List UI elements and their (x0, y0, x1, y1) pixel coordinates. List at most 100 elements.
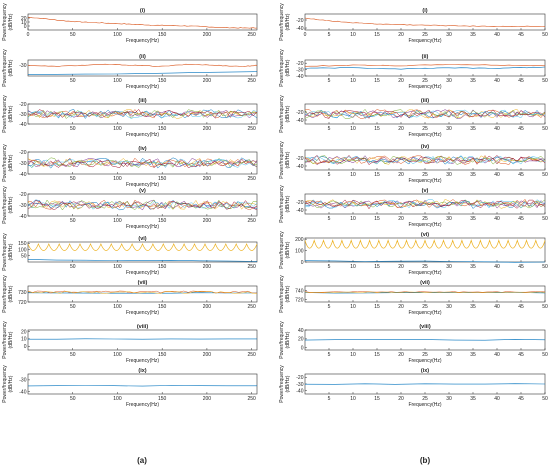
x-axis-label: Frequency(Hz) (126, 132, 159, 138)
x-tick-label: 35 (470, 304, 476, 310)
series-line (304, 108, 546, 119)
x-tick-label: 35 (470, 172, 476, 178)
x-tick-label: 250 (247, 32, 256, 38)
chart-title: (ix) (421, 368, 429, 374)
x-tick-label: 150 (158, 396, 167, 402)
y-axis-label: Power/frequency (279, 49, 285, 87)
x-tick-label: 20 (398, 78, 404, 84)
x-tick-label: 35 (470, 78, 476, 84)
series-line (27, 16, 258, 29)
y-axis-label: (dB/Hz) (285, 375, 291, 392)
subfigure-label-b: (b) (420, 456, 431, 465)
series-line (304, 155, 546, 166)
chart-panel: (iv) -20 -40 5 10 15 20 25 30 35 40 45 50 Frequency(H… (279, 141, 548, 184)
x-tick-label: 30 (446, 352, 452, 358)
x-tick-label: 5 (328, 216, 331, 222)
x-tick-label: 25 (422, 304, 428, 310)
series-line (27, 385, 257, 387)
series-line (304, 260, 546, 263)
y-tick-label: -20 (296, 375, 303, 381)
chart-title: (i) (422, 8, 427, 14)
y-tick-label: -40 (296, 118, 303, 124)
x-tick-label: 35 (470, 352, 476, 358)
series-line (27, 200, 258, 211)
series-line (304, 383, 546, 385)
x-tick-label: 30 (446, 396, 452, 402)
series-line (27, 291, 258, 294)
x-tick-label: 10 (350, 304, 356, 310)
y-axis-label: Power/frequency (279, 95, 285, 133)
x-tick-label: 150 (158, 32, 167, 38)
y-tick-label: -40 (19, 172, 26, 178)
y-axis-label: Power/frequency (279, 275, 285, 313)
x-tick-label: 5 (328, 172, 331, 178)
series-line (304, 155, 546, 165)
x-tick-label: 35 (470, 264, 476, 270)
x-tick-label: 15 (374, 32, 380, 38)
y-axis-label: Power/frequency (279, 321, 285, 359)
chart-title: (ix) (138, 368, 146, 374)
y-tick-label: -40 (296, 26, 303, 32)
y-tick-label: 20 (21, 16, 27, 22)
x-tick-label: 150 (158, 78, 167, 84)
y-axis-label: (dB/Hz) (285, 195, 291, 212)
y-tick-label: -20 (296, 156, 303, 162)
x-tick-label: 15 (374, 352, 380, 358)
chart-panel: (ix) -20-30-40 5 10 15 20 25 30 35 40 45 50 Frequenc… (279, 365, 548, 408)
y-tick-label: -30 (19, 378, 26, 384)
x-tick-label: 45 (518, 172, 524, 178)
y-axis-label: Power/frequency (2, 321, 8, 359)
x-tick-label: 15 (374, 396, 380, 402)
series-line (27, 109, 258, 119)
chart-panel: (i) -20 -400 5 10 15 20 25 30 35 40 45 50 Frequency(H… (279, 3, 548, 44)
x-tick-label: 45 (518, 32, 524, 38)
chart-panel: (viii) 40 20 0 5 10 15 20 25 30 35 40 45 50 Frequency(… (279, 321, 548, 364)
x-axis-label: Frequency(Hz) (126, 402, 159, 408)
x-tick-label: 5 (328, 126, 331, 132)
x-tick-label: 0 (27, 32, 30, 38)
y-axis-label: Power/frequency (2, 186, 8, 224)
y-tick-label: -20 (19, 192, 26, 198)
x-tick-label: 50 (542, 352, 548, 358)
x-tick-label: 15 (374, 216, 380, 222)
x-tick-label: 250 (247, 176, 256, 182)
x-tick-label: 250 (247, 352, 256, 358)
x-tick-label: 200 (203, 396, 212, 402)
y-axis-label: (dB/Hz) (8, 243, 14, 260)
x-axis-label: Frequency(Hz) (126, 358, 159, 364)
y-axis-label: (dB/Hz) (285, 151, 291, 168)
y-axis-label: (dB/Hz) (8, 375, 14, 392)
chart-panel: (v) -20 -30 -40 50 100 150 200 250 Frequency(Hz) P… (2, 186, 258, 230)
x-tick-label: 40 (494, 32, 500, 38)
y-tick-label: -20 (296, 18, 303, 24)
x-tick-label: 25 (422, 172, 428, 178)
y-axis-label: Power/frequency (2, 144, 8, 182)
x-tick-label: 30 (446, 126, 452, 132)
x-tick-label: 50 (70, 304, 76, 310)
x-tick-label: 40 (494, 264, 500, 270)
y-axis-label: (dB/Hz) (285, 59, 291, 76)
chart-panel: (ii) -30 50 100 150 200 250 Frequency(Hz) Power/… (2, 49, 258, 90)
chart-title: (iii) (138, 98, 146, 104)
y-axis-label: Power/frequency (2, 49, 8, 87)
x-tick-label: 100 (113, 264, 122, 270)
y-tick-label: 50 (21, 254, 27, 260)
y-tick-label: 40 (298, 328, 304, 334)
x-tick-label: 250 (247, 264, 256, 270)
x-tick-label: 0 (304, 32, 307, 38)
x-tick-label: 250 (247, 78, 256, 84)
series-line (27, 259, 258, 262)
plot-box (27, 59, 258, 77)
x-tick-label: 50 (70, 264, 76, 270)
y-tick-label: -40 (296, 388, 303, 394)
x-tick-label: 25 (422, 216, 428, 222)
x-tick-label: 45 (518, 264, 524, 270)
plot-box (304, 285, 546, 303)
x-tick-label: 40 (494, 216, 500, 222)
y-axis-label: Power/frequency (279, 365, 285, 403)
series-line (304, 199, 546, 210)
chart-panel: (v) -20 -40 5 10 15 20 25 30 35 40 45 50 Frequency(Hz… (279, 185, 548, 228)
x-tick-label: 25 (422, 352, 428, 358)
